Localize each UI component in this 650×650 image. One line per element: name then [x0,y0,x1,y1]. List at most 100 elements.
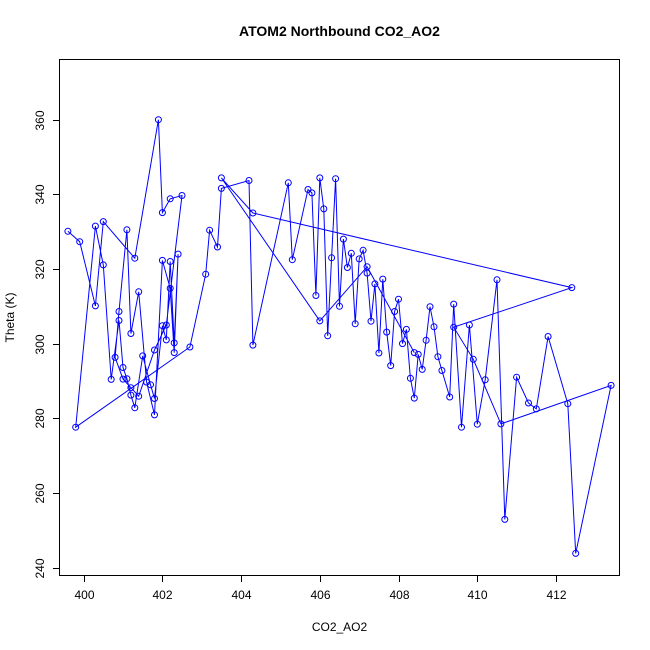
data-point [308,189,316,197]
data-point [119,375,127,383]
data-point [446,393,454,401]
data-point [214,243,221,251]
data-point [469,355,477,363]
y-tick-label: 260 [33,483,47,503]
data-point [166,284,174,292]
x-tick-label: 408 [389,588,409,602]
data-point [481,376,489,384]
data-point [107,375,115,383]
data-point [383,328,391,336]
data-point [158,322,166,330]
series-line [67,119,612,554]
data-point [399,340,406,348]
y-tick-label: 240 [33,558,47,578]
data-point [312,292,320,299]
data-point [245,177,253,184]
data-point [135,392,143,400]
x-axis: 400 402 404 406 408 410 412 [74,575,567,602]
data-point [371,280,379,288]
data-point [131,254,139,262]
data-point [564,400,572,408]
data-point [115,308,123,315]
data-point [316,174,324,182]
data-point [127,391,135,399]
data-point [532,405,540,413]
data-point [324,332,332,340]
data-point [158,256,166,264]
y-tick-label: 280 [33,408,47,428]
data-point [410,349,418,357]
data-point [127,330,135,337]
data-point [395,295,402,303]
data-point [135,288,143,296]
data-point [162,336,170,344]
x-tick-label: 402 [152,588,172,602]
data-point [363,263,371,271]
y-tick-label: 300 [33,334,47,354]
data-point [339,235,347,243]
data-point [170,349,178,357]
data-point [406,374,414,382]
data-point [174,250,182,258]
data-point [217,174,225,182]
x-tick-label: 406 [310,588,330,602]
data-point [115,317,123,324]
data-point [426,303,434,311]
data-point [355,255,363,263]
x-tick-label: 410 [467,588,487,602]
data-point [162,321,170,329]
data-point [410,394,418,402]
data-point [166,258,174,265]
data-point [359,246,367,254]
data-point [127,384,135,392]
data-point [497,420,505,428]
data-point [465,321,473,329]
data-point [493,276,501,284]
data-point [304,186,312,193]
data-point [178,192,186,199]
data-point [336,302,343,310]
data-point [76,238,84,246]
data-point [131,404,139,412]
data-point [438,367,446,374]
data-point [158,209,166,217]
data-point [430,323,438,331]
data-point [450,300,458,308]
data-point [151,395,158,402]
chart-title: ATOM2 Northbound CO2_AO2 [239,23,440,39]
data-point [64,227,72,235]
data-point [151,346,158,354]
data-point [72,423,80,431]
data-point [418,365,426,373]
data-point [501,515,509,523]
data-point [328,254,336,262]
y-axis: 240 260 280 300 320 340 360 [33,110,60,579]
data-point [320,205,328,213]
data-point [202,270,210,278]
data-point [186,343,194,351]
data-point [544,333,552,340]
data-point [332,175,340,183]
data-point [217,184,225,192]
data-point [284,179,292,187]
data-point [288,256,296,264]
x-tick-label: 412 [546,588,566,602]
data-point [166,195,174,203]
y-tick-label: 320 [33,259,47,279]
data-point [422,336,430,344]
data-point [607,381,615,389]
data-point [513,373,521,381]
data-point [99,261,107,269]
x-axis-label: CO2_AO2 [312,620,368,634]
data-point [123,375,131,383]
data-point [367,317,375,325]
data-point [206,226,214,234]
data-point [147,381,154,389]
series-layer [64,116,615,557]
y-tick-label: 360 [33,110,47,130]
x-tick-label: 404 [231,588,251,602]
x-tick-label: 400 [74,588,94,602]
data-point [249,209,257,217]
